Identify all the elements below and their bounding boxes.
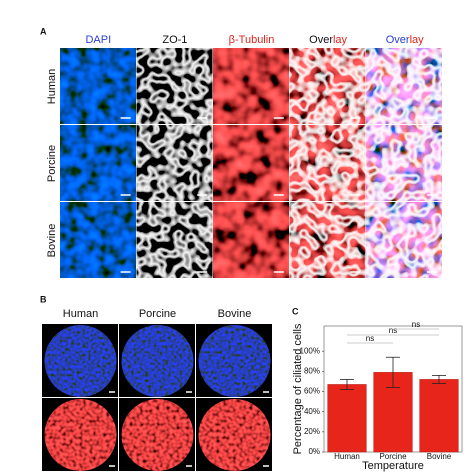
- panel-label: B: [40, 294, 47, 304]
- significance-label: ns: [412, 320, 420, 329]
- panel-label: C: [292, 306, 299, 316]
- bar: [419, 379, 459, 453]
- well-image: [44, 325, 117, 397]
- micrograph: [213, 48, 289, 124]
- well-image: [44, 399, 117, 471]
- well-image: [121, 399, 194, 471]
- column-header: β-Tubulin: [229, 34, 275, 46]
- image-layer: [289, 202, 366, 278]
- image-layer: [136, 48, 213, 124]
- column-header: Bovine: [218, 308, 252, 320]
- x-axis-label: Temperature: [362, 460, 424, 472]
- micrograph: [213, 202, 289, 278]
- image-layer: [60, 125, 136, 201]
- micrograph: [213, 125, 289, 201]
- error-bar: [432, 374, 446, 384]
- well-image: [198, 325, 271, 397]
- column-header: Overlay: [309, 34, 347, 46]
- column-header: ZO-1: [162, 34, 187, 46]
- image-layer: [366, 125, 442, 201]
- micrograph: [289, 48, 366, 124]
- micrograph: [60, 125, 136, 201]
- significance-label: ns: [366, 334, 374, 343]
- image-layer: [366, 48, 442, 124]
- image-layer: [136, 202, 213, 278]
- row-label: Porcine: [46, 145, 58, 182]
- row-label: Bovine: [46, 224, 58, 258]
- error-bar: [386, 356, 400, 388]
- micrograph: [60, 48, 136, 124]
- micrograph: [136, 125, 213, 201]
- column-header: DAPI: [85, 34, 111, 46]
- y-axis-label: Percentage of ciliated cells: [292, 323, 304, 454]
- image-layer: [136, 125, 213, 201]
- error-bar: [340, 379, 354, 390]
- image-layer: [289, 125, 366, 201]
- column-header: Overlay: [386, 34, 424, 46]
- micrograph: [366, 202, 442, 278]
- y-tick-label: 80%: [304, 366, 320, 375]
- column-header: Human: [63, 308, 98, 320]
- micrograph: [366, 125, 442, 201]
- image-layer: [213, 202, 289, 278]
- y-tick-label: 20%: [304, 427, 320, 436]
- well-image: [198, 399, 271, 471]
- image-layer: [213, 125, 289, 201]
- well-image: [121, 325, 194, 397]
- image-layer: [60, 202, 136, 278]
- bar: [327, 384, 367, 453]
- panel-label: A: [40, 26, 47, 36]
- y-tick-label: 0%: [308, 447, 320, 456]
- image-layer: [289, 48, 366, 124]
- y-tick-label: 60%: [304, 387, 320, 396]
- micrograph: [366, 48, 442, 124]
- y-tick-label: 100%: [300, 346, 320, 355]
- image-layer: [213, 48, 289, 124]
- x-tick-label: Human: [334, 452, 360, 461]
- column-header: Porcine: [139, 308, 176, 320]
- micrograph: [289, 202, 366, 278]
- x-tick-label: Bovine: [427, 452, 452, 461]
- micrograph: [289, 125, 366, 201]
- micrograph: [136, 48, 213, 124]
- micrograph: [60, 202, 136, 278]
- x-tick-label: Porcine: [379, 452, 407, 461]
- micrograph: [136, 202, 213, 278]
- y-tick-label: 40%: [304, 407, 320, 416]
- image-layer: [60, 48, 136, 124]
- image-layer: [366, 202, 442, 278]
- significance-label: ns: [389, 326, 397, 335]
- row-label: Human: [46, 69, 58, 104]
